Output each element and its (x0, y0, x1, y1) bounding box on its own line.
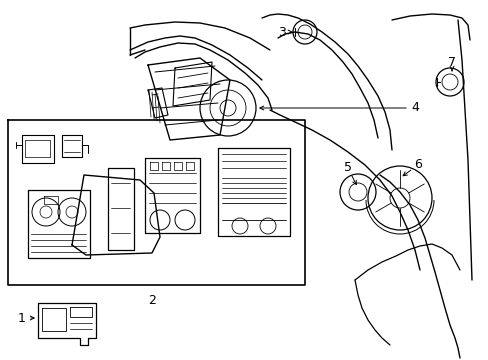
Text: 5: 5 (343, 162, 351, 175)
Text: 2: 2 (148, 293, 156, 306)
Text: 7: 7 (447, 55, 455, 68)
Text: 6: 6 (413, 158, 421, 171)
Text: 4: 4 (410, 102, 418, 114)
Text: 3: 3 (278, 26, 285, 39)
Text: 1: 1 (18, 311, 26, 324)
